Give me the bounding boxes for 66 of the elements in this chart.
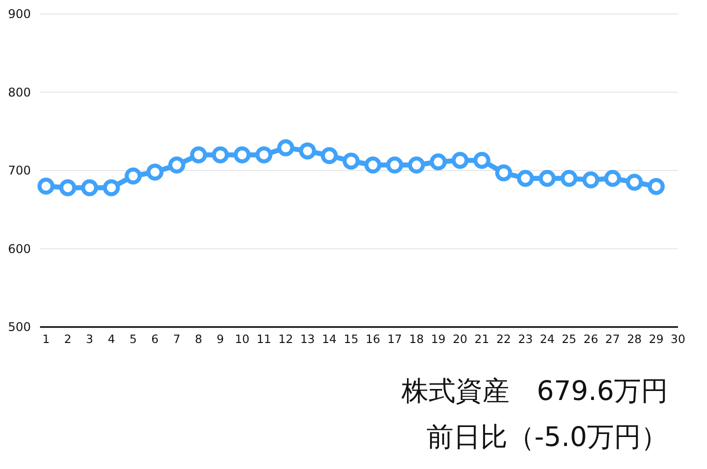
x-tick-label: 10: [234, 332, 250, 346]
point: [81, 179, 98, 196]
point: [495, 164, 512, 182]
x-tick-label: 6: [151, 332, 159, 346]
point: [146, 164, 164, 181]
point: [604, 170, 622, 187]
x-tick-label: 12: [278, 332, 294, 346]
point: [430, 153, 447, 170]
point: [234, 146, 251, 164]
point: [342, 152, 360, 170]
x-tick-label: 2: [64, 332, 72, 346]
x-tick-label: 26: [584, 332, 598, 346]
point: [408, 156, 425, 174]
y-tick-label: 800: [8, 85, 31, 100]
point: [38, 178, 54, 195]
point: [212, 146, 229, 164]
x-tick-label: 9: [216, 332, 224, 346]
point: [386, 156, 404, 174]
point: [538, 170, 556, 187]
x-tick-label: 14: [322, 332, 337, 346]
point: [168, 156, 186, 174]
x-tick-label: 13: [300, 332, 315, 346]
x-tick-label: 8: [194, 332, 202, 346]
x-tick-label: 29: [648, 332, 664, 346]
x-tick-label: 1: [42, 332, 50, 346]
point: [59, 179, 76, 196]
y-tick-label: 700: [8, 164, 31, 178]
point: [277, 139, 294, 156]
x-tick-label: 24: [540, 332, 555, 346]
point: [516, 170, 534, 187]
point: [560, 170, 578, 187]
x-tick-label: 28: [627, 332, 642, 346]
y-tick-label: 900: [8, 7, 31, 21]
x-tick-label: 16: [366, 332, 380, 346]
x-tick-label: 21: [474, 332, 490, 346]
text: 株式資産 679.6万円: [400, 376, 668, 407]
y-tick-label: 500: [8, 320, 31, 334]
x-tick-label: 18: [409, 332, 424, 346]
point: [299, 142, 316, 160]
point: [582, 171, 600, 188]
point: [255, 146, 272, 164]
x-tick-label: 25: [562, 332, 576, 346]
point: [473, 152, 490, 169]
x-tick-label: 17: [387, 332, 402, 346]
x-tick-label: 4: [108, 332, 116, 346]
text: 前日比（-5.0万円）: [426, 422, 668, 453]
point: [364, 156, 382, 174]
x-tick-label: 15: [344, 332, 358, 346]
x-tick-label: 27: [605, 332, 620, 346]
x-tick-label: 5: [130, 332, 137, 346]
x-tick-label: 7: [173, 332, 180, 346]
x-tick-label: 3: [86, 332, 94, 346]
point: [190, 146, 208, 164]
y-tick-label: 600: [8, 242, 31, 256]
point: [102, 179, 120, 196]
point: [648, 178, 665, 195]
x-tick-label: 23: [518, 332, 533, 346]
point: [452, 152, 469, 169]
point: [320, 147, 338, 164]
x-tick-label: 22: [496, 332, 511, 346]
x-tick-label: 19: [430, 332, 446, 346]
x-tick-label: 11: [256, 332, 272, 346]
x-tick-label: 30: [670, 332, 686, 346]
x-tick-label: 20: [452, 332, 468, 346]
point: [626, 174, 643, 191]
point: [124, 167, 142, 184]
